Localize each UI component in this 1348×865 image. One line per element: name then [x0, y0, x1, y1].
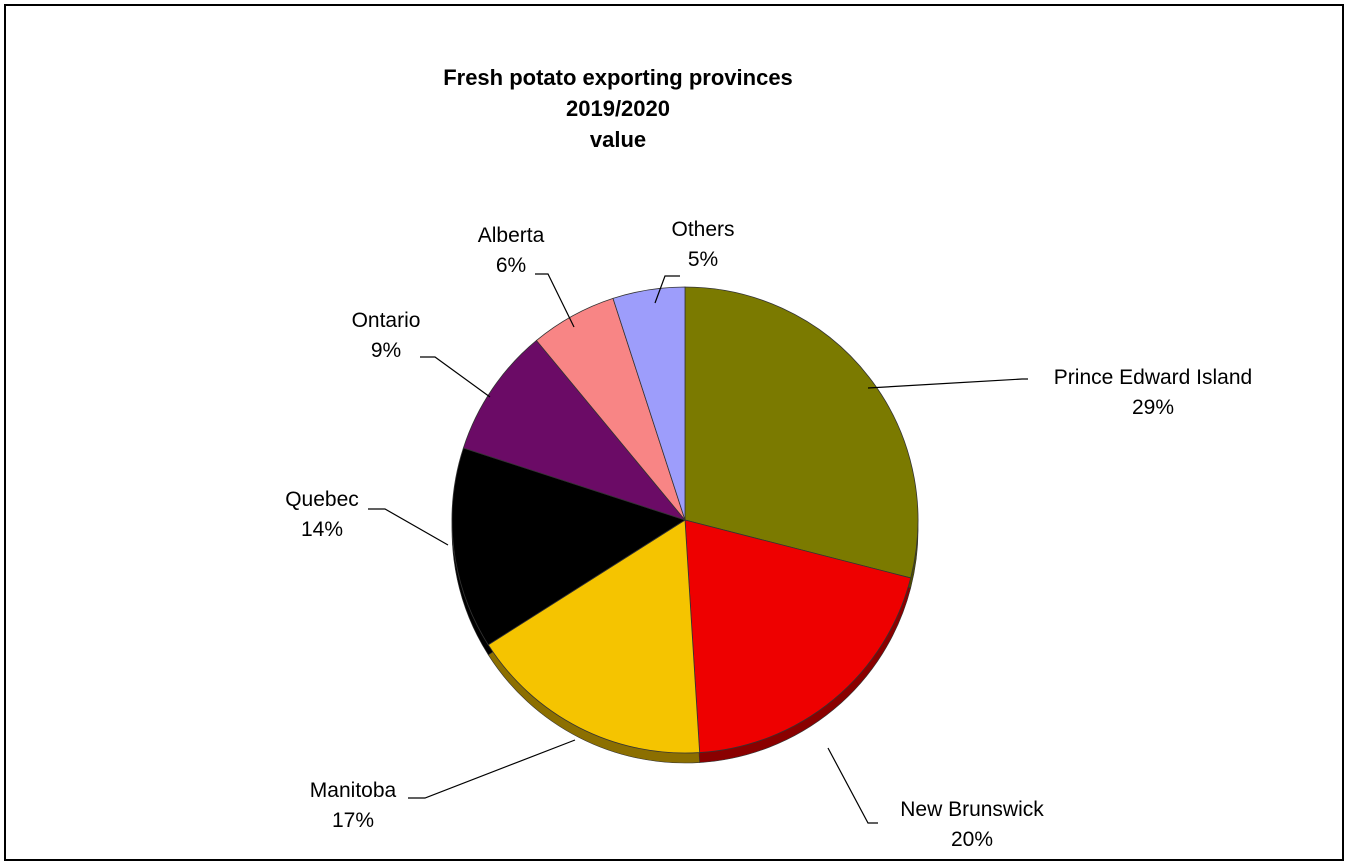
slice-label: Alberta — [478, 224, 545, 247]
leader-line — [368, 508, 449, 546]
slice-percent-label: 29% — [1132, 396, 1174, 419]
leader-line — [867, 378, 1028, 389]
leader-line — [408, 739, 576, 799]
leader-line — [420, 356, 491, 398]
slice-label: Ontario — [352, 309, 421, 332]
slice-percent-label: 17% — [332, 809, 374, 832]
slice-label: Quebec — [285, 488, 359, 511]
pie-slice-manitoba — [487, 519, 701, 754]
pie-slice-prince-edward-island — [684, 286, 919, 579]
slice-percent-label: 14% — [301, 518, 343, 541]
chart-title-line-1: Fresh potato exporting provinces — [443, 65, 793, 90]
pie-slice-quebec — [451, 447, 686, 646]
slice-label: Others — [671, 218, 734, 241]
slice-percent-label: 9% — [371, 339, 401, 362]
slice-label: Manitoba — [310, 779, 397, 802]
leader-line — [827, 747, 878, 824]
slice-percent-label: 20% — [951, 828, 993, 851]
slice-label: Prince Edward Island — [1054, 366, 1252, 389]
chart-title: Fresh potato exporting provinces 2019/20… — [0, 62, 1236, 155]
leader-line — [535, 273, 575, 328]
leader-line — [654, 275, 680, 304]
slice-percent-label: 5% — [688, 248, 718, 271]
pie-slice-new-brunswick — [684, 519, 912, 753]
pie-slice-others — [612, 286, 686, 521]
slice-label: New Brunswick — [900, 798, 1044, 821]
chart-title-line-2: 2019/2020 — [566, 96, 670, 121]
chart-title-line-3: value — [589, 127, 647, 152]
slice-percent-label: 6% — [496, 254, 526, 277]
pie-slice-ontario — [462, 339, 687, 521]
